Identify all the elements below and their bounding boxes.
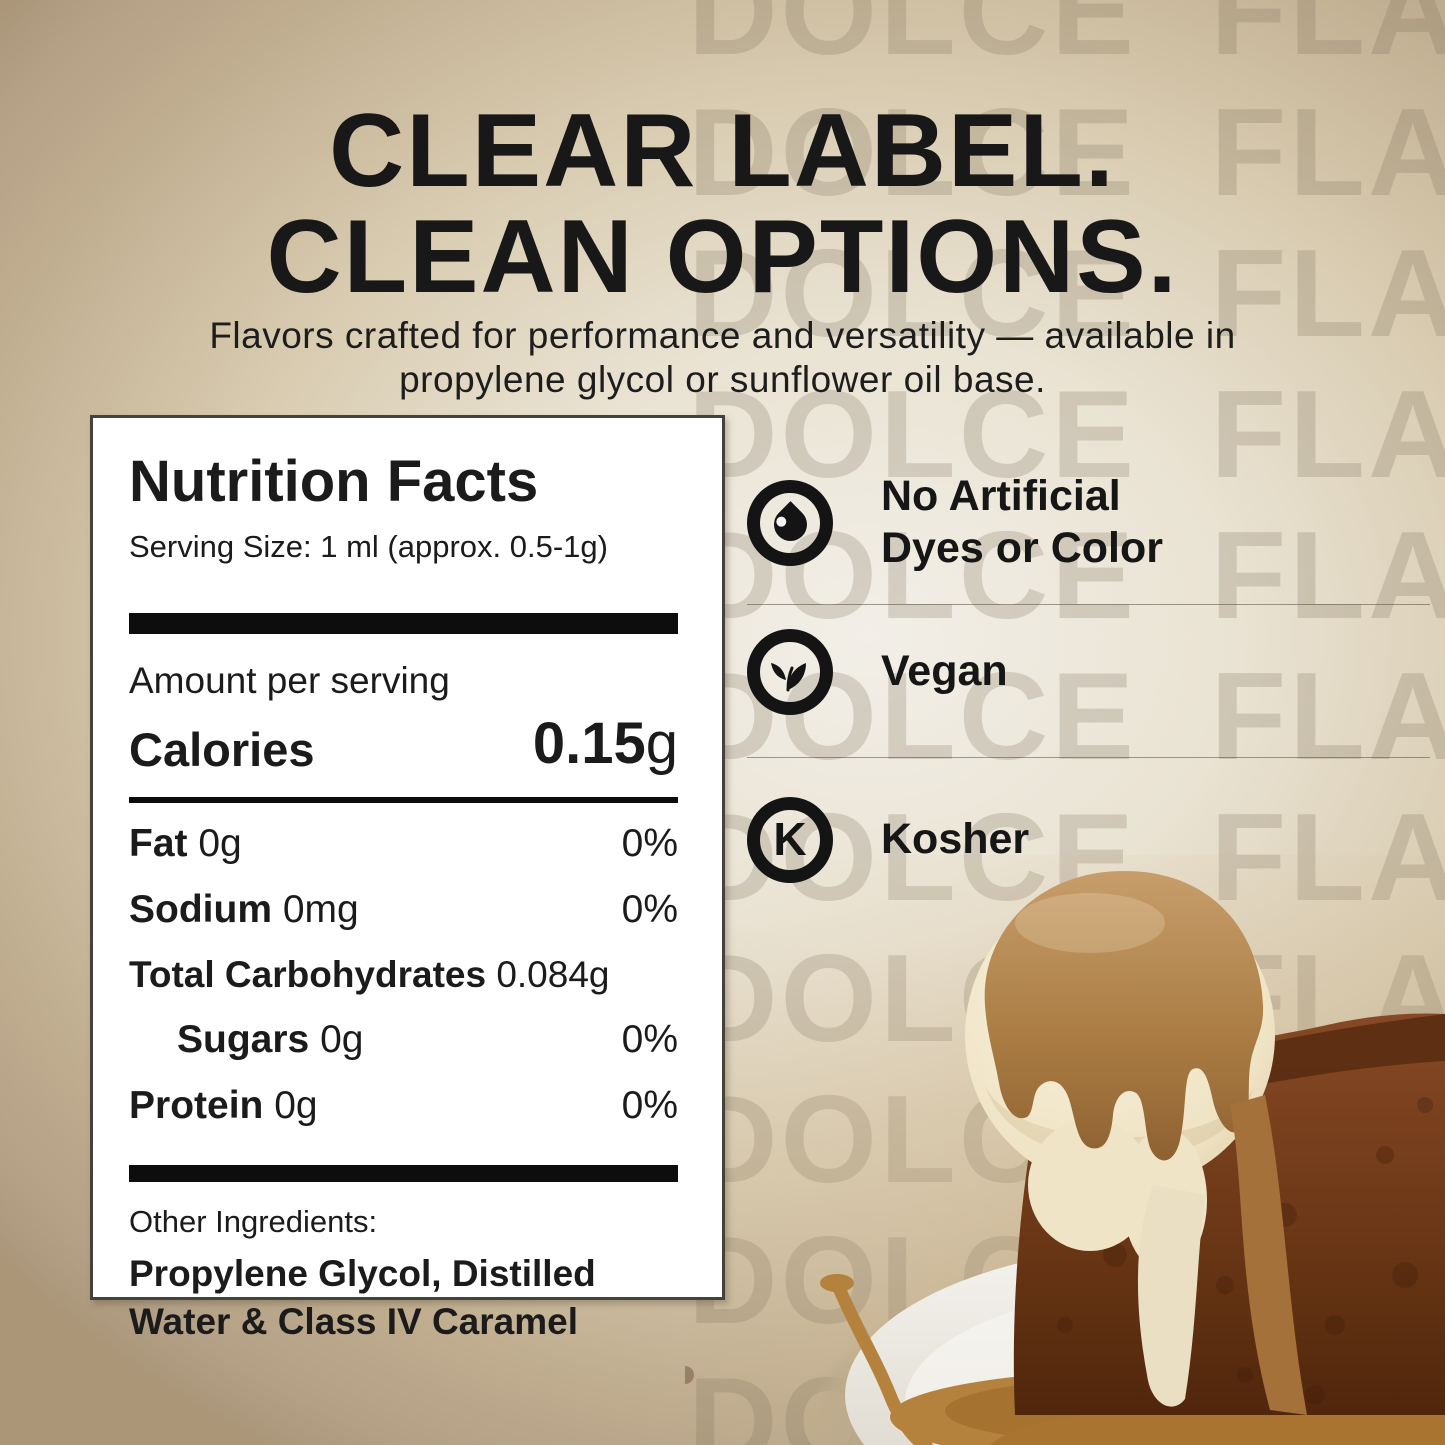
nutrition-facts-panel: Nutrition Facts Serving Size: 1 ml (appr…: [90, 415, 725, 1342]
page-subtitle: Flavors crafted for performance and vers…: [209, 315, 1236, 400]
other-ingredients-text: Propylene Glycol, Distilled Water & Clas…: [129, 1253, 596, 1343]
watermark-text-row: DOLCE FLAV: [688, 366, 1445, 504]
divider-bar: [129, 1165, 678, 1182]
serving-size: Serving Size: 1 ml (approx. 0.5-1g): [129, 529, 608, 564]
divider-bar: [129, 613, 678, 634]
page-title-line1: CLEAR LABEL.: [329, 93, 1116, 209]
nutrient-row-protein: Protein 0g 0%: [129, 1084, 678, 1127]
nutrient-row-sodium: Sodium 0mg 0%: [129, 888, 678, 931]
page-title-line2: CLEAN OPTIONS.: [266, 199, 1179, 316]
badge-label: No Artificial Dyes or Color: [881, 472, 1163, 572]
badge-vegan: Vegan: [747, 617, 1008, 727]
nutrient-row-fat: Fat 0g 0%: [129, 822, 678, 865]
badge-label: Kosher: [881, 815, 1030, 864]
watermark-text-row: DOLCE FLAV: [688, 225, 1445, 363]
badge-no-artificial-dyes: No Artificial Dyes or Color: [747, 468, 1211, 578]
watermark-text-row: DOLCE FLAV: [688, 0, 1445, 81]
divider-rule: [129, 797, 678, 803]
watermark-text-row: DOLCE FLAV: [688, 84, 1445, 222]
badge-divider: [747, 757, 1430, 758]
leaf-icon: [747, 629, 833, 715]
nutrient-row-carbohydrates: Total Carbohydrates 0.084g: [129, 954, 610, 995]
nutrient-rows: Fat 0g 0% Sodium 0mg 0% Total Carbohydra…: [129, 811, 678, 1139]
calories-label: Calories: [129, 723, 315, 776]
badge-label: Vegan: [881, 647, 1008, 696]
badge-kosher: K Kosher: [747, 785, 1029, 895]
amount-per-serving-label: Amount per serving: [129, 660, 450, 701]
badge-divider: [747, 604, 1430, 605]
calories-row: Calories 0.15g: [129, 710, 678, 777]
dessert-photo: [685, 855, 1445, 1445]
nutrition-facts-title: Nutrition Facts: [129, 449, 539, 514]
calories-value: 0.15g: [532, 711, 678, 776]
nutrient-row-sugars: Sugars 0g 0%: [177, 1018, 678, 1061]
other-ingredients-label: Other Ingredients:: [129, 1204, 378, 1239]
kosher-k-icon: K: [747, 797, 833, 883]
page-title: CLEAR LABEL. CLEAN OPTIONS.: [0, 98, 1445, 310]
droplet-icon: [747, 480, 833, 566]
